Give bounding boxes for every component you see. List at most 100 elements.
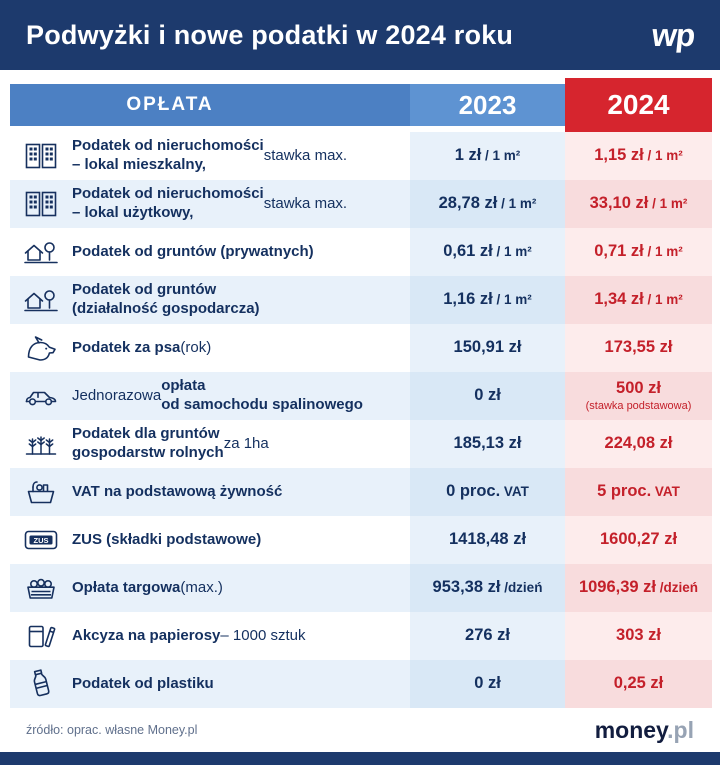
table-header: OPŁATA 2023 2024: [10, 78, 712, 132]
house-and-tree-icon: [24, 242, 58, 264]
fee-label: Jednorazowa opłata od samochodu spalinow…: [72, 372, 410, 420]
table-row: ZUS ZUS (składki podstawowe) 1418,48 zł …: [10, 516, 712, 564]
value-text: 224,08 zł: [604, 434, 673, 453]
apartment-buildings-icon: [25, 143, 57, 169]
value-2024: 224,08 zł: [565, 420, 712, 468]
value-unit: / 1 m²: [648, 196, 688, 212]
row-icon-cell: [10, 612, 72, 660]
table-row: Akcyza na papierosy – 1000 sztuk 276 zł …: [10, 612, 712, 660]
grocery-basket-icon: [27, 481, 55, 504]
value-2023: 953,38 zł /dzień: [410, 564, 565, 612]
column-header-2024: 2024: [565, 78, 712, 132]
fee-label-main: VAT na podstawową żywność: [72, 482, 283, 500]
value-unit: / 1 m²: [643, 292, 683, 308]
value-text: 953,38 zł: [432, 578, 501, 597]
moneypl-logo-pl: .pl: [667, 716, 694, 743]
fee-label-main: Podatek za psa: [72, 338, 181, 356]
fee-label-note: Jednorazowa: [72, 386, 162, 404]
value-text: 0 zł: [474, 386, 501, 405]
market-crate-icon: [27, 578, 55, 599]
table-row: Podatek od nieruchomości – lokal mieszka…: [10, 132, 712, 180]
row-icon-cell: [10, 660, 72, 708]
row-icon-cell: [10, 372, 72, 420]
value-text: 0,61 zł: [443, 242, 493, 261]
value-text: 500 zł: [616, 379, 661, 398]
value-2023: 0 zł: [410, 660, 565, 708]
value-text: 1096,39 zł: [578, 578, 657, 597]
table-row: Opłata targowa (max.) 953,38 zł /dzień 1…: [10, 564, 712, 612]
top-bar: Podwyżki i nowe podatki w 2024 roku wp: [0, 0, 720, 70]
apartment-buildings-icon: [25, 191, 57, 217]
fee-label: Opłata targowa (max.): [72, 564, 410, 612]
value-text: 1 zł: [454, 146, 482, 165]
value-2024: 1096,39 zł /dzień: [565, 564, 712, 612]
value-2023: 1 zł / 1 m²: [410, 132, 565, 180]
value-unit: / 1 m²: [481, 148, 521, 164]
value-text: 173,55 zł: [604, 338, 673, 357]
table-row: Podatek od gruntów (działalność gospodar…: [10, 276, 712, 324]
row-icon-cell: [10, 276, 72, 324]
value-2023: 185,13 zł: [410, 420, 565, 468]
fee-label-main: Podatek dla gruntów gospodarstw rolnych: [72, 425, 224, 461]
fee-label-main: Opłata targowa: [72, 578, 181, 596]
value-unit: VAT: [651, 484, 680, 500]
value-text: 5 proc.: [597, 482, 652, 501]
value-text: 185,13 zł: [453, 434, 522, 453]
fee-label-note: – 1000 sztuk: [220, 626, 306, 644]
fee-label: Podatek od gruntów (działalność gospodar…: [72, 276, 410, 324]
source-note: źródło: oprac. własne Money.pl: [26, 723, 198, 737]
fee-label-main: ZUS (składki podstawowe): [72, 530, 262, 548]
value-text: 1600,27 zł: [599, 530, 678, 549]
table-row: Podatek od gruntów (prywatnych) 0,61 zł …: [10, 228, 712, 276]
value-text: 0,25 zł: [613, 674, 664, 693]
value-2024: 1,15 zł / 1 m²: [565, 132, 712, 180]
value-text: 1,15 zł: [594, 146, 644, 165]
fee-label: Podatek od nieruchomości – lokal mieszka…: [72, 132, 410, 180]
value-unit: / 1 m²: [643, 244, 683, 260]
value-2024: 1,34 zł / 1 m²: [565, 276, 712, 324]
column-header-2023: 2023: [410, 84, 565, 126]
fee-label-main: Podatek od gruntów (działalność gospodar…: [72, 281, 260, 317]
fee-label-main: Podatek od plastiku: [72, 674, 214, 692]
bottom-bar: [0, 752, 720, 765]
value-2023: 150,91 zł: [410, 324, 565, 372]
footer: źródło: oprac. własne Money.pl money.pl: [0, 708, 720, 752]
table-row: Podatek za psa (rok) 150,91 zł 173,55 zł: [10, 324, 712, 372]
value-2023: 0,61 zł / 1 m²: [410, 228, 565, 276]
value-text: 303 zł: [616, 626, 661, 645]
value-text: 1418,48 zł: [448, 530, 527, 549]
column-header-fee: OPŁATA: [10, 84, 410, 126]
fee-label: Podatek od nieruchomości – lokal użytkow…: [72, 180, 410, 228]
value-text: 1,34 zł: [594, 290, 644, 309]
table-body: Podatek od nieruchomości – lokal mieszka…: [10, 132, 712, 708]
value-2023: 0 zł: [410, 372, 565, 420]
row-icon-cell: [10, 564, 72, 612]
fee-label-main: opłata od samochodu spalinowego: [161, 377, 363, 413]
value-2024-note: (stawka podstawowa): [585, 399, 692, 412]
value-text: 150,91 zł: [453, 338, 522, 357]
value-2023: 1418,48 zł: [410, 516, 565, 564]
table-row: Podatek od nieruchomości – lokal użytkow…: [10, 180, 712, 228]
value-text: 28,78 zł: [438, 194, 498, 213]
value-text: 276 zł: [465, 626, 510, 645]
value-2024: 500 zł (stawka podstawowa): [565, 372, 712, 420]
value-2024: 173,55 zł: [565, 324, 712, 372]
value-unit: VAT: [500, 484, 529, 500]
fee-label: Akcyza na papierosy – 1000 sztuk: [72, 612, 410, 660]
wheat-icon: [25, 436, 57, 455]
table-row: Podatek dla gruntów gospodarstw rolnych …: [10, 420, 712, 468]
value-2024: 0,71 zł / 1 m²: [565, 228, 712, 276]
value-text: 0,71 zł: [594, 242, 644, 261]
table-row: Jednorazowa opłata od samochodu spalinow…: [10, 372, 712, 420]
row-icon-cell: [10, 420, 72, 468]
fee-label-main: Akcyza na papierosy: [72, 626, 221, 644]
value-text: 33,10 zł: [589, 194, 649, 213]
value-text: 0 proc.: [446, 482, 501, 501]
value-text: 0 zł: [474, 674, 501, 693]
plastic-bottle-icon: [33, 669, 50, 697]
zus-card-icon: ZUS: [24, 530, 58, 550]
fee-label-note: (rok): [180, 338, 212, 356]
value-2023: 0 proc. VAT: [410, 468, 565, 516]
row-icon-cell: [10, 324, 72, 372]
